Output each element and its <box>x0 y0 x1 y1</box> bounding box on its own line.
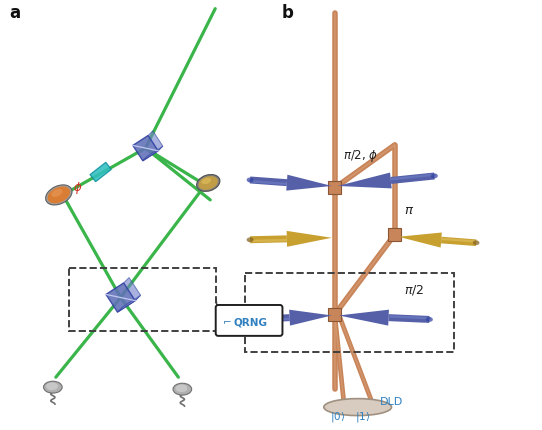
Text: ⌐: ⌐ <box>223 316 235 327</box>
Ellipse shape <box>202 178 211 185</box>
Text: a: a <box>9 3 20 22</box>
Ellipse shape <box>247 238 254 243</box>
Polygon shape <box>250 236 287 244</box>
Ellipse shape <box>43 381 62 393</box>
Polygon shape <box>398 237 441 238</box>
Ellipse shape <box>251 317 259 322</box>
Ellipse shape <box>48 187 70 204</box>
Polygon shape <box>148 132 163 151</box>
Polygon shape <box>289 310 332 326</box>
Polygon shape <box>286 175 332 191</box>
Polygon shape <box>90 163 111 182</box>
Text: $|0\rangle$: $|0\rangle$ <box>330 408 345 423</box>
Polygon shape <box>339 310 389 326</box>
FancyBboxPatch shape <box>388 229 401 242</box>
Text: $\pi/2$, $\phi$: $\pi/2$, $\phi$ <box>343 148 378 164</box>
Text: $|1\rangle$: $|1\rangle$ <box>355 408 370 423</box>
FancyBboxPatch shape <box>328 308 341 321</box>
Polygon shape <box>287 238 332 242</box>
Polygon shape <box>133 136 158 161</box>
Ellipse shape <box>46 185 72 206</box>
Text: $\pi/2$: $\pi/2$ <box>404 283 424 296</box>
Text: $\pi$: $\pi$ <box>404 203 415 216</box>
Ellipse shape <box>473 241 480 246</box>
Text: DLD: DLD <box>379 396 403 406</box>
Polygon shape <box>250 177 287 187</box>
Ellipse shape <box>426 317 433 322</box>
Ellipse shape <box>198 177 218 190</box>
Ellipse shape <box>46 383 58 390</box>
Text: $\phi$: $\phi$ <box>73 179 82 196</box>
Polygon shape <box>338 173 392 189</box>
Ellipse shape <box>324 399 391 415</box>
FancyBboxPatch shape <box>328 182 341 195</box>
Ellipse shape <box>431 174 438 179</box>
Ellipse shape <box>173 383 192 395</box>
Ellipse shape <box>51 190 62 197</box>
Polygon shape <box>398 233 442 248</box>
Ellipse shape <box>247 178 254 183</box>
Polygon shape <box>106 283 135 313</box>
Polygon shape <box>389 314 429 323</box>
Polygon shape <box>391 173 435 184</box>
Polygon shape <box>441 237 476 246</box>
Polygon shape <box>338 179 391 187</box>
Polygon shape <box>143 147 163 161</box>
Polygon shape <box>287 186 332 187</box>
Text: QRNG: QRNG <box>233 316 267 327</box>
Ellipse shape <box>197 175 220 192</box>
Ellipse shape <box>176 384 188 392</box>
Text: b: b <box>282 3 294 22</box>
Polygon shape <box>290 316 332 320</box>
Polygon shape <box>124 278 140 301</box>
Polygon shape <box>287 231 332 247</box>
Polygon shape <box>118 295 140 313</box>
Polygon shape <box>255 314 290 323</box>
FancyBboxPatch shape <box>216 305 282 336</box>
